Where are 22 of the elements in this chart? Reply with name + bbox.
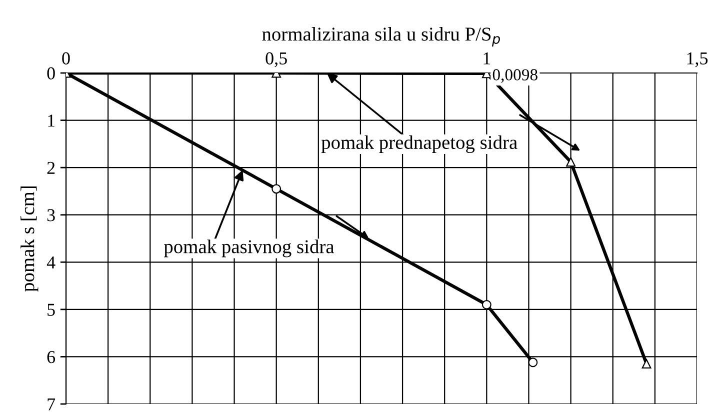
y-tick-label: 1 (48, 114, 54, 127)
point (642, 359, 652, 369)
annotation: pomak pasivnog sidra (164, 240, 334, 258)
data-label: 0,0098 (492, 69, 538, 83)
y-tick-label: 6 (47, 351, 56, 364)
y-tick-label: 2 (47, 162, 55, 174)
y-axis-title: pomak s [cm] (20, 186, 38, 292)
y-tick-label: 3 (47, 209, 55, 222)
x-tick-label: 1 (484, 52, 490, 64)
x-tick-label: 0,5 (266, 52, 287, 68)
point (482, 300, 492, 310)
y-tick-label: 4 (46, 256, 56, 268)
x-axis-title: normalizirana sila u sidru P/S$_{p}$ (262, 27, 500, 47)
x-tick-label: 1,5 (687, 52, 708, 68)
x-tick-label: 0 (62, 52, 70, 64)
point (566, 157, 576, 167)
point (272, 184, 282, 194)
annotation: pomak prednapetog sidra (321, 135, 518, 154)
y-tick-label: 0 (47, 67, 55, 80)
point (528, 358, 538, 368)
y-tick-label: 5 (48, 304, 55, 316)
y-tick-label: 7 (48, 398, 56, 410)
